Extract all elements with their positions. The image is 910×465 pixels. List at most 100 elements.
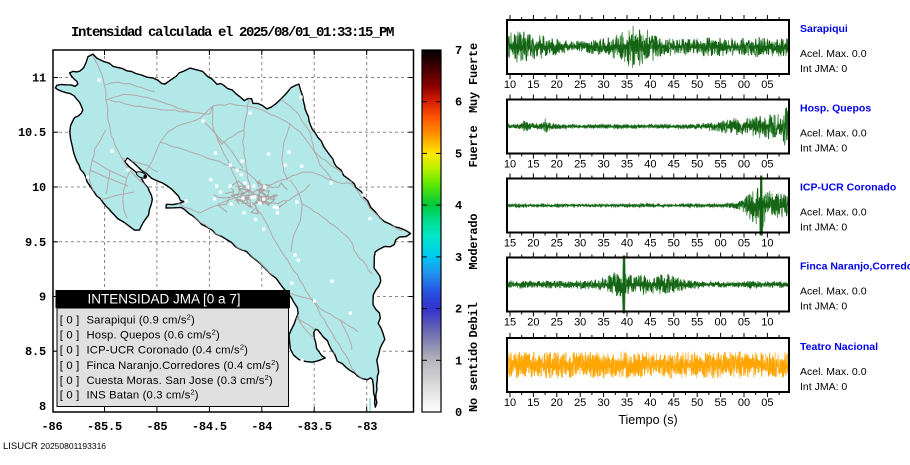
svg-text:-84: -84 — [251, 420, 272, 434]
svg-text:Cuesta Moras. San Jose (0.3 cm: Cuesta Moras. San Jose (0.3 cm/s2) — [87, 373, 273, 387]
svg-text:30: 30 — [574, 238, 586, 250]
svg-text:2: 2 — [455, 303, 462, 317]
svg-text:40: 40 — [644, 79, 656, 91]
svg-text:55: 55 — [714, 79, 726, 91]
svg-text:6: 6 — [455, 96, 462, 110]
svg-text:Hosp. Quepos (0.6 cm/s2): Hosp. Quepos (0.6 cm/s2) — [87, 328, 220, 342]
svg-text:-85.5: -85.5 — [87, 420, 122, 434]
svg-text:5: 5 — [455, 147, 462, 161]
svg-text:10: 10 — [504, 79, 516, 91]
svg-text:45: 45 — [644, 317, 656, 329]
svg-text:10: 10 — [32, 181, 46, 195]
svg-text:[ 0 ]: [ 0 ] — [60, 375, 80, 387]
svg-text:15: 15 — [504, 317, 516, 329]
svg-text:05: 05 — [738, 317, 750, 329]
svg-text:15: 15 — [527, 79, 539, 91]
svg-text:LISUCR 20250801193316: LISUCR 20250801193316 — [3, 441, 106, 452]
svg-text:30: 30 — [597, 159, 609, 171]
svg-text:50: 50 — [668, 317, 680, 329]
svg-text:30: 30 — [574, 317, 586, 329]
svg-text:45: 45 — [644, 238, 656, 250]
svg-text:Finca Naranjo,Corredores: Finca Naranjo,Corredores — [800, 261, 910, 273]
svg-text:55: 55 — [691, 238, 703, 250]
svg-text:05: 05 — [738, 238, 750, 250]
svg-text:INTENSIDAD JMA [0 a 7]: INTENSIDAD JMA [0 a 7] — [87, 292, 240, 307]
svg-text:9.5: 9.5 — [25, 236, 46, 250]
svg-text:Sarapiqui: Sarapiqui — [800, 23, 848, 35]
svg-text:35: 35 — [621, 159, 633, 171]
svg-text:00: 00 — [738, 397, 750, 409]
svg-text:Finca Naranjo.Corredores (0.4: Finca Naranjo.Corredores (0.4 cm/s2) — [87, 358, 280, 372]
svg-text:Fuerte: Fuerte — [467, 125, 481, 167]
svg-text:8.5: 8.5 — [25, 345, 46, 359]
svg-text:Acel. Max. 0.0: Acel. Max. 0.0 — [800, 286, 867, 298]
svg-text:Muy Fuerte: Muy Fuerte — [467, 43, 481, 113]
svg-text:10: 10 — [504, 159, 516, 171]
svg-text:Int JMA: 0: Int JMA: 0 — [800, 301, 847, 313]
svg-text:00: 00 — [714, 317, 726, 329]
svg-text:50: 50 — [668, 238, 680, 250]
svg-text:Debil: Debil — [467, 302, 481, 337]
svg-text:10.5: 10.5 — [18, 126, 46, 140]
svg-text:25: 25 — [574, 397, 586, 409]
svg-text:Sarapiqui (0.9 cm/s2): Sarapiqui (0.9 cm/s2) — [87, 313, 196, 327]
svg-text:4: 4 — [455, 199, 462, 213]
svg-text:00: 00 — [738, 79, 750, 91]
svg-text:-83.5: -83.5 — [297, 420, 332, 434]
svg-text:7: 7 — [455, 44, 462, 58]
svg-text:15: 15 — [504, 238, 516, 250]
svg-text:25: 25 — [551, 238, 563, 250]
svg-text:Int JMA: 0: Int JMA: 0 — [800, 63, 847, 75]
svg-text:9: 9 — [39, 291, 46, 305]
svg-text:45: 45 — [668, 159, 680, 171]
svg-text:25: 25 — [551, 317, 563, 329]
svg-text:No sentido: No sentido — [467, 342, 481, 412]
svg-text:Tiempo (s): Tiempo (s) — [618, 413, 677, 427]
svg-text:20: 20 — [527, 317, 539, 329]
svg-text:[ 0 ]: [ 0 ] — [60, 330, 80, 342]
svg-text:ICP-UCR Coronado: ICP-UCR Coronado — [800, 182, 896, 194]
svg-text:Intensidad calculada el 2025/0: Intensidad calculada el 2025/08/01_01:33… — [71, 25, 394, 41]
svg-text:25: 25 — [574, 159, 586, 171]
svg-text:50: 50 — [691, 397, 703, 409]
svg-text:20: 20 — [551, 79, 563, 91]
svg-text:45: 45 — [668, 79, 680, 91]
svg-text:Int JMA: 0: Int JMA: 0 — [800, 143, 847, 155]
svg-text:[ 0 ]: [ 0 ] — [60, 345, 80, 357]
svg-text:1: 1 — [455, 354, 462, 368]
svg-text:35: 35 — [597, 238, 609, 250]
svg-text:20: 20 — [551, 159, 563, 171]
svg-text:-85: -85 — [146, 420, 167, 434]
svg-text:Hosp. Quepos: Hosp. Quepos — [800, 103, 871, 115]
svg-text:40: 40 — [644, 397, 656, 409]
svg-text:35: 35 — [597, 317, 609, 329]
svg-text:05: 05 — [761, 397, 773, 409]
svg-text:10: 10 — [761, 238, 773, 250]
svg-text:05: 05 — [761, 79, 773, 91]
svg-text:-83: -83 — [356, 420, 377, 434]
svg-text:40: 40 — [644, 159, 656, 171]
svg-text:3: 3 — [455, 251, 462, 265]
svg-text:11: 11 — [32, 72, 46, 86]
svg-text:05: 05 — [761, 159, 773, 171]
svg-text:[ 0 ]: [ 0 ] — [60, 360, 80, 372]
svg-text:35: 35 — [621, 79, 633, 91]
svg-text:Teatro Nacional: Teatro Nacional — [800, 341, 878, 353]
svg-text:Acel. Max. 0.0: Acel. Max. 0.0 — [800, 48, 867, 60]
svg-text:Acel. Max. 0.0: Acel. Max. 0.0 — [800, 207, 867, 219]
svg-text:[ 0 ]: [ 0 ] — [60, 390, 80, 402]
svg-text:Int JMA: 0: Int JMA: 0 — [800, 222, 847, 234]
svg-text:0: 0 — [455, 406, 462, 420]
svg-text:Acel. Max. 0.0: Acel. Max. 0.0 — [800, 366, 867, 378]
svg-text:10: 10 — [504, 397, 516, 409]
svg-text:20: 20 — [527, 238, 539, 250]
svg-text:15: 15 — [527, 397, 539, 409]
svg-text:INS Batan (0.3 cm/s2): INS Batan (0.3 cm/s2) — [87, 388, 199, 402]
svg-text:20: 20 — [551, 397, 563, 409]
svg-text:40: 40 — [621, 238, 633, 250]
svg-text:50: 50 — [691, 159, 703, 171]
svg-text:8: 8 — [39, 400, 46, 414]
svg-text:00: 00 — [714, 238, 726, 250]
svg-text:40: 40 — [621, 317, 633, 329]
svg-text:45: 45 — [668, 397, 680, 409]
